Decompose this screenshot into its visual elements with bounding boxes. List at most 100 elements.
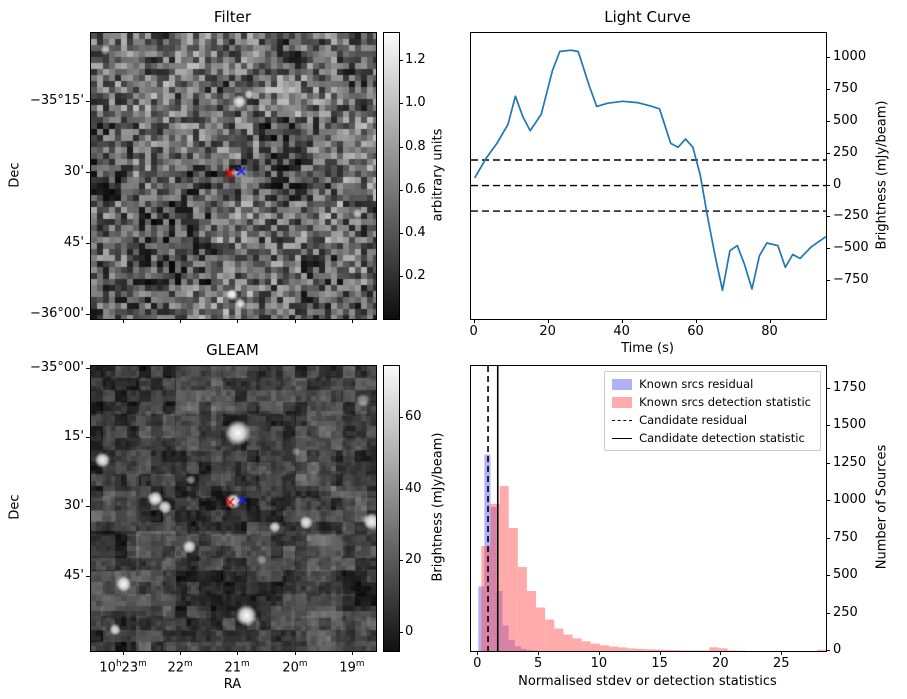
light-curve-axes: [470, 32, 827, 320]
tick-mark: [399, 233, 403, 235]
gleam-y-tick-label: 30': [63, 498, 84, 514]
hist-bar-detection: [618, 647, 628, 651]
hist-bar-detection: [563, 634, 573, 651]
hist-bar-detection: [526, 591, 536, 651]
tick-mark: [237, 651, 239, 655]
gleam-colorbar: [383, 365, 400, 652]
light-curve-y-tick-label: 1000: [833, 48, 867, 64]
filter-sky-image: [91, 33, 376, 319]
hist-bar-detection: [816, 649, 826, 651]
tick-mark: [477, 651, 479, 655]
statistics-y-tick-label: 250: [833, 604, 858, 620]
hist-bar-residual: [502, 625, 509, 651]
hist-bar-detection: [490, 504, 500, 651]
statistics-x-tick-label: 20: [712, 656, 729, 671]
tick-mark: [826, 575, 830, 576]
statistics-x-tick-label: 25: [772, 656, 790, 671]
statistics-y-tick-label: 750: [833, 529, 858, 545]
tick-mark: [538, 651, 540, 655]
hist-bar-detection: [599, 645, 609, 651]
tick-mark: [826, 280, 830, 282]
hist-bar-detection: [654, 649, 664, 651]
tick-mark: [351, 651, 353, 655]
legend-line-swatch: [612, 419, 633, 421]
hist-bar-detection: [700, 650, 710, 651]
hist-bar-detection: [718, 648, 728, 651]
statistics-x-tick-label: 10: [590, 656, 608, 671]
tick-mark: [473, 319, 475, 323]
tick-mark: [399, 102, 403, 104]
tick-mark: [826, 650, 830, 651]
hist-bar-residual: [520, 648, 527, 651]
light-curve-x-tick-label: 60: [687, 324, 704, 339]
tick-mark: [86, 575, 90, 577]
legend-item: Known srcs residual: [612, 377, 811, 391]
legend-label: Known srcs residual: [639, 377, 754, 391]
gleam-title: GLEAM: [206, 341, 259, 359]
hist-bar-residual: [526, 650, 533, 651]
statistics-y-tick-label: 1250: [833, 454, 867, 470]
gleam-colorbar-tick-label: 20: [405, 551, 422, 567]
hist-bar-residual: [496, 591, 503, 651]
tick-mark: [351, 319, 353, 323]
gleam-sky-image: [91, 366, 376, 651]
filter-y-tick-label: 30': [63, 164, 84, 180]
tick-mark: [294, 651, 296, 655]
hist-bar-detection: [663, 649, 673, 651]
hist-bar-detection: [590, 643, 600, 651]
statistics-x-tick-label: 0: [473, 656, 482, 671]
tick-mark: [86, 313, 90, 315]
tick-mark: [399, 559, 403, 561]
hist-bar-residual: [484, 454, 491, 651]
light-curve-y-tick-label: 750: [833, 80, 858, 96]
gleam-y-tick-label: −35°00': [29, 359, 84, 375]
hist-bar-residual: [478, 586, 485, 651]
legend-patch-swatch: [612, 396, 633, 408]
statistics-y-tick-label: 1500: [833, 417, 867, 432]
legend-line-swatch: [612, 437, 633, 439]
filter-colorbar-tick-label: 1.2: [405, 52, 426, 68]
tick-mark: [826, 56, 830, 58]
light-curve-y-tick-label: 500: [833, 112, 858, 128]
gleam-x-axis-label: RA: [223, 677, 242, 692]
filter-y-tick-label: 45': [63, 235, 84, 251]
gleam-colorbar-tick-label: 40: [405, 480, 422, 496]
tick-mark: [86, 172, 90, 174]
gleam-x-tick-label: 20m: [282, 659, 308, 676]
hist-bar-residual: [508, 639, 515, 651]
statistics-x-tick-label: 15: [651, 656, 668, 671]
light-curve-y-tick-label: −750: [833, 272, 869, 288]
tick-mark: [826, 248, 830, 250]
hist-bar-detection: [572, 638, 582, 651]
filter-y-tick-label: −36°00': [29, 305, 84, 321]
filter-colorbar-tick-label: 0.8: [405, 138, 426, 154]
light-curve-x-tick-label: 0: [469, 324, 478, 339]
tick-mark: [180, 651, 182, 655]
legend: Known srcs residual Known srcs detection …: [604, 371, 821, 451]
filter-colorbar: [383, 32, 400, 320]
light-curve-x-tick-label: 20: [539, 324, 556, 339]
filter-colorbar-tick-label: 1.0: [405, 94, 426, 110]
statistics-axes: Known srcs residual Known srcs detection …: [470, 365, 827, 652]
tick-mark: [180, 319, 182, 323]
tick-mark: [826, 500, 830, 501]
gleam-colorbar-tick-label: 60: [405, 408, 422, 424]
gleam-x-tick-label: 21m: [224, 659, 250, 676]
statistics-y-tick-label: 1750: [833, 379, 867, 395]
tick-mark: [123, 651, 125, 655]
tick-mark: [86, 367, 90, 369]
tick-mark: [769, 319, 771, 323]
hist-bar-detection: [609, 646, 619, 651]
light-curve-plot: [471, 49, 826, 292]
filter-colorbar-tick-label: 0.6: [405, 181, 426, 197]
tick-mark: [826, 387, 830, 389]
light-curve-x-tick-label: 40: [613, 324, 630, 339]
hist-bar-residual: [514, 646, 521, 651]
tick-mark: [399, 60, 403, 62]
gleam-x-tick-label: 22m: [167, 659, 193, 676]
